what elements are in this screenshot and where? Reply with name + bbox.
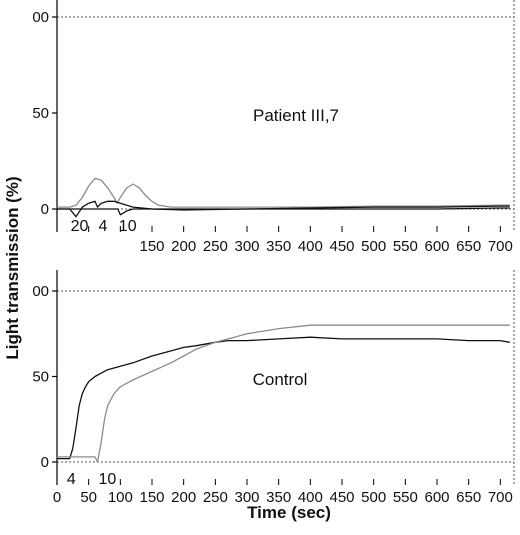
y-tick-label: 50 xyxy=(32,369,49,386)
y-tick-label: 0 xyxy=(41,201,49,218)
y-tick-label: 50 xyxy=(32,105,49,122)
x-tick-label-top-panel: 250 xyxy=(203,238,228,255)
y-tick-label: 00 xyxy=(32,9,49,26)
x-tick-label: 150 xyxy=(139,489,164,506)
y-axis-title: Light transmission (%) xyxy=(3,176,22,359)
x-tick-label: 250 xyxy=(203,489,228,506)
x-tick-label: 650 xyxy=(456,489,481,506)
x-tick-label: 300 xyxy=(234,489,259,506)
agonist-annotation: 10 xyxy=(119,218,137,235)
x-tick-label: 600 xyxy=(424,489,449,506)
x-tick-label: 0 xyxy=(53,489,61,506)
x-tick-label-top-panel: 350 xyxy=(266,238,291,255)
x-tick-label-top-panel: 400 xyxy=(298,238,323,255)
panel-label: Control xyxy=(253,370,308,389)
x-tick-label-top-panel: 600 xyxy=(424,238,449,255)
agonist-annotation: 4 xyxy=(67,471,76,488)
panel-label: Patient III,7 xyxy=(253,106,339,125)
x-tick-label-top-panel: 450 xyxy=(329,238,354,255)
panels-layer: 0 50 00 20 4 10 Patient III,7 0 50 00 4 10 Control xyxy=(32,0,515,488)
x-tick-label: 550 xyxy=(393,489,418,506)
x-tick-label: 400 xyxy=(298,489,323,506)
agonist-annotation: 20 xyxy=(71,218,89,235)
panel-control: 0 50 00 4 10 Control xyxy=(32,270,515,488)
series-line-dark-0 xyxy=(57,336,510,460)
x-tick-label-top-panel: 550 xyxy=(393,238,418,255)
x-tick-label: 200 xyxy=(171,489,196,506)
x-tick-label-top-panel: 700 xyxy=(488,238,513,255)
series-line-dark-1 xyxy=(57,200,510,218)
x-tick-label-top-panel: 150 xyxy=(139,238,164,255)
x-tick-label-top-panel: 200 xyxy=(171,238,196,255)
x-axis-title: Time (sec) xyxy=(247,503,331,522)
x-tick-label: 50 xyxy=(80,489,97,506)
x-tick-label: 500 xyxy=(361,489,386,506)
x-tick-label: 450 xyxy=(329,489,354,506)
y-tick-label: 00 xyxy=(32,283,49,300)
x-tick-label: 100 xyxy=(108,489,133,506)
series-line-light-0 xyxy=(57,177,510,208)
agonist-annotation: 4 xyxy=(99,218,108,235)
x-tick-label: 700 xyxy=(488,489,513,506)
x-tick-label: 350 xyxy=(266,489,291,506)
agonist-annotation: 10 xyxy=(99,471,117,488)
series-line-light-1 xyxy=(57,324,510,463)
series-line-dark-2 xyxy=(57,207,510,216)
y-tick-label: 0 xyxy=(41,454,49,471)
panel-patient: 0 50 00 20 4 10 Patient III,7 xyxy=(32,0,515,235)
x-tick-label-top-panel: 300 xyxy=(234,238,259,255)
x-axis: 0 50 100 150 200 250 300 350 400 450 500 550 600 650 7… xyxy=(53,238,513,506)
x-tick-label-top-panel: 500 xyxy=(361,238,386,255)
x-tick-label-top-panel: 650 xyxy=(456,238,481,255)
